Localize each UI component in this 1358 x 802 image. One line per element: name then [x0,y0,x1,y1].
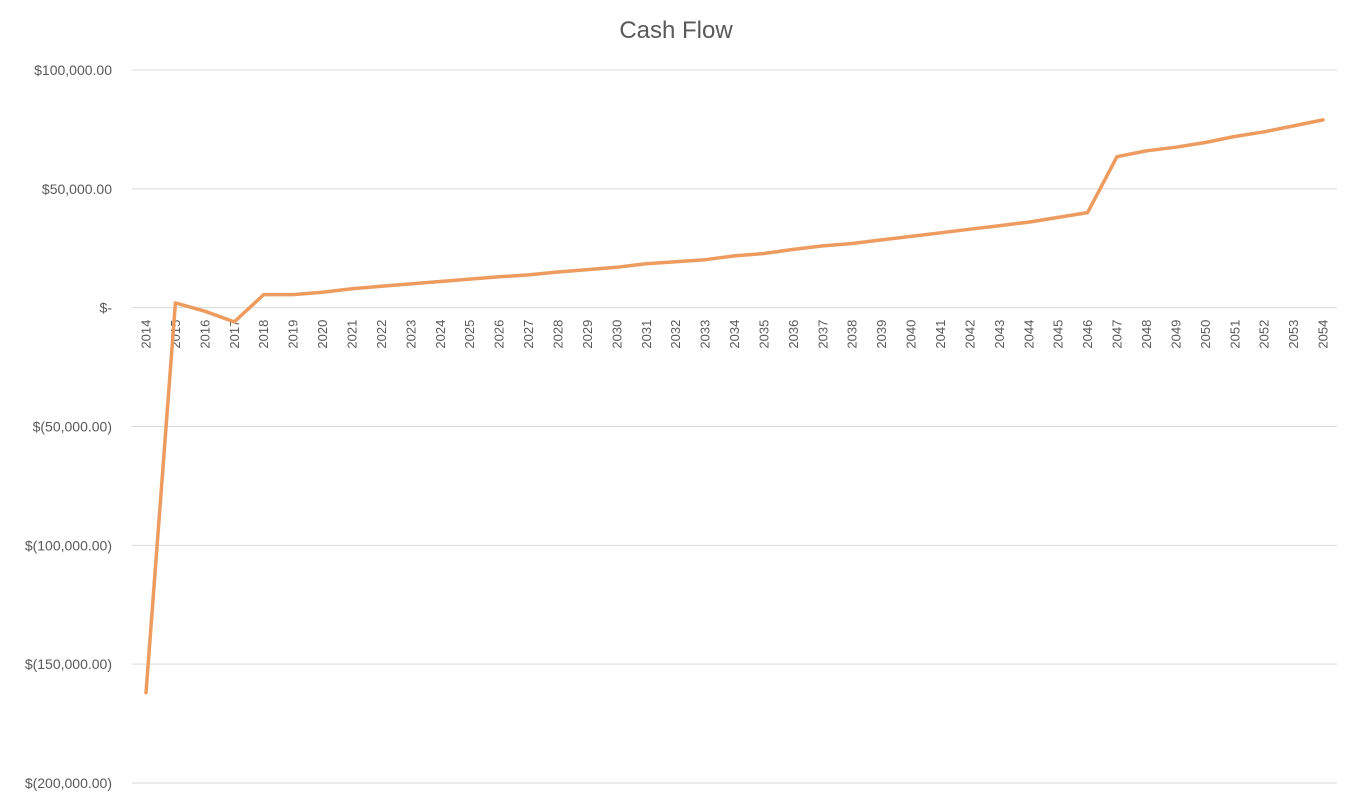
x-tick-label: 2048 [1139,320,1154,349]
x-tick-label: 2017 [227,320,242,349]
chart-title: Cash Flow [619,17,733,44]
x-tick-label: 2046 [1080,320,1095,349]
x-tick-label: 2032 [668,320,683,349]
x-tick-label: 2044 [1021,320,1036,349]
cash-flow-series-line [144,118,1325,695]
x-tick-label: 2045 [1051,320,1066,349]
x-tick-label: 2024 [433,320,448,349]
x-tick-label: 2039 [874,320,889,349]
series-layer [144,118,1325,695]
x-tick-label: 2052 [1257,320,1272,349]
x-tick-label: 2050 [1198,320,1213,349]
x-tick-label: 2014 [139,320,154,349]
x-tick-label: 2041 [933,320,948,349]
x-tick-label: 2019 [286,320,301,349]
x-tick-label: 2034 [727,320,742,349]
y-tick-label: $(100,000.00) [25,537,112,553]
x-tick-label: 2022 [374,320,389,349]
x-tick-label: 2029 [580,320,595,349]
x-tick-label: 2030 [609,320,624,349]
x-tick-label: 2026 [492,320,507,349]
y-tick-label: $(150,000.00) [25,656,112,672]
x-axis-tick-labels: 2014 2015 2016 2017 2018 2019 2020 2021 2022 2023… [139,320,1331,349]
x-tick-label: 2033 [698,320,713,349]
x-tick-label: 2042 [962,320,977,349]
x-tick-label: 2031 [639,320,654,349]
x-tick-label: 2040 [904,320,919,349]
x-tick-label: 2049 [1168,320,1183,349]
y-tick-label: $(200,000.00) [25,775,112,791]
x-tick-label: 2021 [345,320,360,349]
x-tick-label: 2020 [315,320,330,349]
y-tick-label: $- [100,300,113,316]
x-tick-label: 2016 [197,320,212,349]
x-tick-label: 2035 [756,320,771,349]
y-tick-label: $50,000.00 [42,181,112,197]
x-tick-label: 2025 [462,320,477,349]
x-tick-label: 2018 [256,320,271,349]
x-tick-label: 2043 [992,320,1007,349]
x-tick-label: 2028 [551,320,566,349]
x-tick-label: 2047 [1110,320,1125,349]
y-tick-label: $100,000.00 [34,62,112,78]
x-tick-label: 2023 [403,320,418,349]
x-tick-label: 2037 [815,320,830,349]
x-tick-label: 2027 [521,320,536,349]
x-tick-label: 2053 [1286,320,1301,349]
x-tick-label: 2036 [786,320,801,349]
x-tick-label: 2051 [1227,320,1242,349]
y-axis-tick-labels: $100,000.00 $50,000.00 $- $(50,000.00) $(100… [25,62,113,791]
x-tick-label: 2038 [845,320,860,349]
x-tick-label: 2054 [1316,320,1331,349]
y-tick-label: $(50,000.00) [33,419,112,435]
gridlines [132,69,1337,784]
